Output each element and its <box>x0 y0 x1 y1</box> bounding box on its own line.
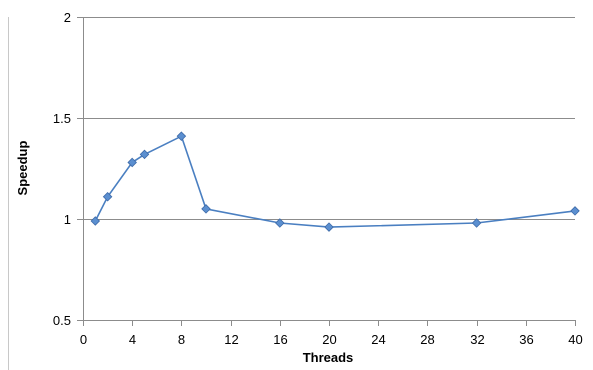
x-tick-label: 20 <box>322 332 336 347</box>
x-tick-label: 24 <box>371 332 385 347</box>
data-point <box>275 218 285 228</box>
data-point <box>471 218 482 228</box>
x-tick-labels: 0 4 8 12 16 20 24 28 32 36 40 <box>80 332 583 347</box>
data-point <box>570 206 580 216</box>
y-tick-label: 0.5 <box>53 313 71 328</box>
x-axis-title: Threads <box>303 350 354 365</box>
y-axis-title: Speedup <box>15 140 30 195</box>
y-tick-label: 1.5 <box>53 111 71 126</box>
y-tick-label: 1 <box>64 212 71 227</box>
series <box>90 131 580 232</box>
gridlines <box>83 17 575 220</box>
data-point <box>102 192 113 202</box>
x-tick-label: 36 <box>519 332 533 347</box>
x-tick-label: 40 <box>568 332 582 347</box>
data-point <box>201 204 211 214</box>
data-point <box>139 149 150 160</box>
x-tick-label: 28 <box>420 332 434 347</box>
data-point <box>176 131 187 141</box>
x-tick-label: 16 <box>273 332 287 347</box>
y-tick-labels: 0.5 1 1.5 2 <box>53 10 71 328</box>
x-tick-label: 8 <box>178 332 185 347</box>
data-point <box>324 222 334 232</box>
series-line <box>94 135 576 228</box>
axes <box>8 17 576 370</box>
x-tick-label: 32 <box>470 332 484 347</box>
data-point <box>127 157 137 168</box>
x-tick-label: 4 <box>129 332 136 347</box>
data-point <box>90 216 101 226</box>
x-tick-label: 0 <box>80 332 87 347</box>
x-tick-label: 12 <box>224 332 238 347</box>
y-tick-label: 2 <box>64 10 71 25</box>
